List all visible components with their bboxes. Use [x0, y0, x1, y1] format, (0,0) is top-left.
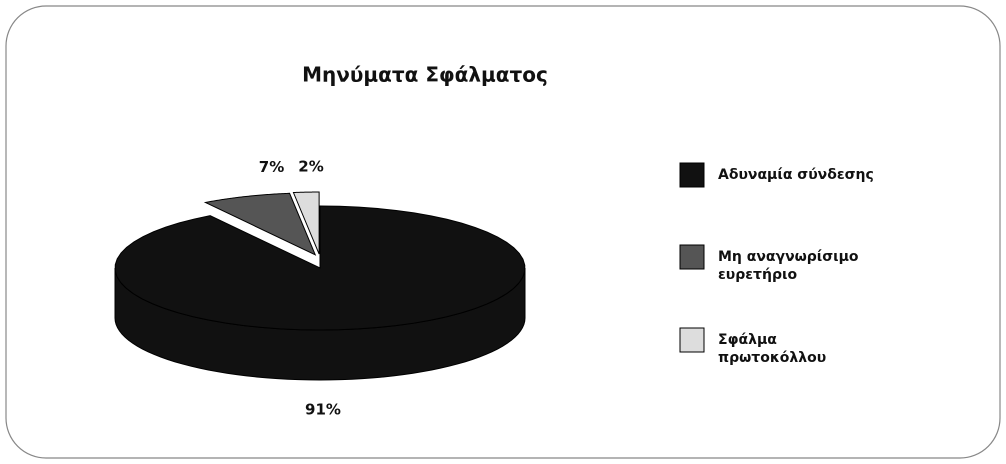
- legend-swatch: [679, 162, 705, 188]
- legend-label: Αδυναμία σύνδεσης: [718, 167, 874, 183]
- value-label: 91%: [305, 401, 341, 419]
- legend-swatch: [679, 327, 705, 353]
- value-label: 7%: [259, 158, 284, 176]
- legend-label: Σφάλμα πρωτοκόλλου: [718, 332, 827, 366]
- pie-slice: [114, 205, 526, 331]
- value-label: 2%: [298, 157, 323, 175]
- pie-slice: [292, 191, 320, 255]
- pie-slice: [203, 192, 317, 256]
- legend-label: Μη αναγνωρίσιμο ευρετήριο: [718, 249, 859, 283]
- legend-swatch: [679, 244, 705, 270]
- frame: [5, 5, 1001, 459]
- chart-title: Μηνύματα Σφάλματος: [302, 63, 548, 87]
